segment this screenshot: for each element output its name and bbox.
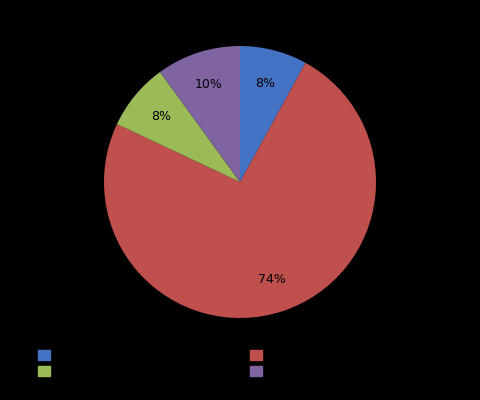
Text: 8%: 8% bbox=[255, 77, 276, 90]
Wedge shape bbox=[160, 46, 240, 182]
Wedge shape bbox=[104, 63, 376, 318]
Text: 10%: 10% bbox=[194, 78, 222, 92]
Text: 8%: 8% bbox=[151, 110, 171, 124]
Text: 74%: 74% bbox=[258, 272, 286, 286]
Wedge shape bbox=[117, 72, 240, 182]
Wedge shape bbox=[240, 46, 305, 182]
